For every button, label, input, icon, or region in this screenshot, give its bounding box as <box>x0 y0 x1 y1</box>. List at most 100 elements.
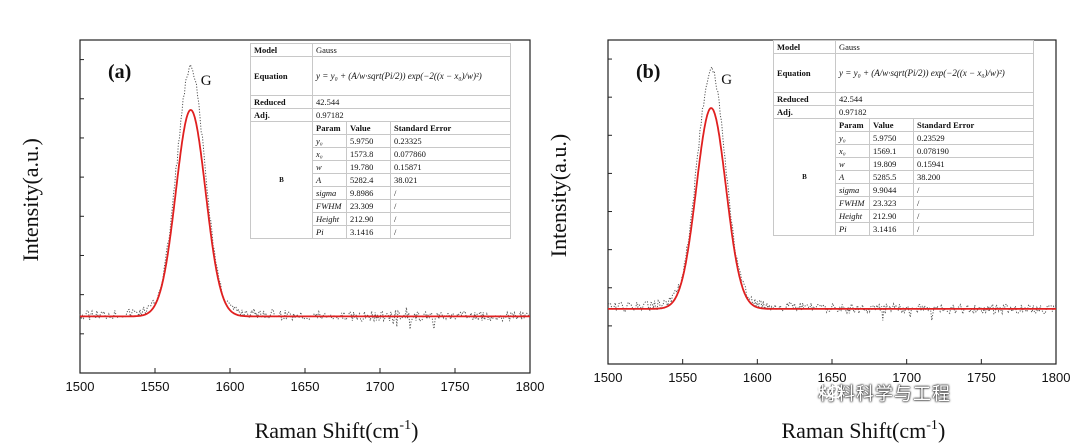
value-header: Value <box>869 118 914 132</box>
x-tick-label: 1800 <box>516 379 545 394</box>
gauss-fit-curve <box>608 107 1056 310</box>
x-tick-label: 1600 <box>216 379 245 394</box>
param-name: y₀ <box>312 134 347 148</box>
param-value: 19.780 <box>346 160 391 174</box>
b-label: B <box>773 118 836 236</box>
param-name: sigma <box>835 183 870 197</box>
param-row: x₀ 1573.8 0.077860 <box>251 147 511 161</box>
param-row: FWHM 23.309/ <box>251 199 511 213</box>
equation-text: y = y₀ + (A/w·sqrt(Pi/2)) exp(−2((x − x₀… <box>835 53 1034 93</box>
param-name: Height <box>312 212 347 226</box>
x-tick-label: 1700 <box>892 370 921 385</box>
watermark-text: 材料科学与工程 <box>818 384 951 405</box>
watermark: 材料科学与工程 <box>818 380 951 406</box>
param-error: 38.021 <box>390 173 511 187</box>
param-value: 3.1416 <box>869 222 914 236</box>
param-name: A <box>835 170 870 184</box>
param-header: Param <box>312 121 347 135</box>
param-header-row: B Param Value Standard Error <box>773 118 1034 236</box>
wechat-icon <box>818 381 843 399</box>
param-error: / <box>913 209 1034 223</box>
param-row: sigma 9.8986/ <box>251 186 511 200</box>
param-row: FWHM 23.323/ <box>774 196 1034 210</box>
param-value: 212.90 <box>346 212 391 226</box>
equation-text: y = y₀ + (A/w·sqrt(Pi/2)) exp(−2((x − x₀… <box>312 56 511 96</box>
param-row: x₀ 1569.1 0.078190 <box>774 144 1034 158</box>
reduced-label: Reduced <box>250 95 313 109</box>
reduced-row: Reduced 42.544 <box>250 95 511 109</box>
model-label: Model <box>773 40 836 54</box>
param-error: / <box>913 196 1034 210</box>
model-value: Gauss <box>312 43 511 57</box>
param-value: 5.9750 <box>869 131 914 145</box>
param-row: Height 212.90/ <box>251 212 511 226</box>
param-error: / <box>390 225 511 239</box>
param-error: / <box>390 186 511 200</box>
param-error: 0.15871 <box>390 160 511 174</box>
adj-label: Adj. <box>773 105 836 119</box>
x-tick-label: 1550 <box>668 370 697 385</box>
param-name: w <box>835 157 870 171</box>
x-tick-label: 1550 <box>141 379 170 394</box>
param-row: sigma 9.9044/ <box>774 183 1034 197</box>
fit-result-table: Model Gauss Equation y = y₀ + (A/w·sqrt(Pi/… <box>773 40 1034 236</box>
param-value: 5282.4 <box>346 173 391 187</box>
param-name: x₀ <box>312 147 347 161</box>
peak-label: G <box>201 73 212 89</box>
x-tick-label: 1800 <box>1042 370 1071 385</box>
equation-label: Equation <box>250 56 313 96</box>
y-axis-label: Intensity(a.u.) <box>546 134 571 257</box>
model-row: Model Gauss <box>773 40 1034 54</box>
error-header: Standard Error <box>390 121 511 135</box>
param-name: FWHM <box>312 199 347 213</box>
param-value: 19.809 <box>869 157 914 171</box>
chart-panel-b: 1500 1550 1600 1650 1700 1750 1800 Raman Shift(… <box>540 0 1080 445</box>
param-error: 0.23325 <box>390 134 511 148</box>
x-tick-label: 1750 <box>967 370 996 385</box>
model-label: Model <box>250 43 313 57</box>
param-name: FWHM <box>835 196 870 210</box>
param-header: Param <box>835 118 870 132</box>
panel-label: (b) <box>636 61 660 83</box>
y-axis-label: Intensity(a.u.) <box>18 138 43 261</box>
x-tick-label: 1700 <box>366 379 395 394</box>
adj-value: 0.97182 <box>835 105 1034 119</box>
error-header: Standard Error <box>913 118 1034 132</box>
param-error: / <box>390 199 511 213</box>
param-value: 1573.8 <box>346 147 391 161</box>
param-value: 23.323 <box>869 196 914 210</box>
param-name: A <box>312 173 347 187</box>
param-value: 23.309 <box>346 199 391 213</box>
model-value: Gauss <box>835 40 1034 54</box>
param-error: 0.078190 <box>913 144 1034 158</box>
param-row: w 19.809 0.15941 <box>774 157 1034 171</box>
x-tick-label: 1500 <box>594 370 623 385</box>
param-name: Pi <box>835 222 870 236</box>
x-axis-label: Raman Shift(cm-1) <box>255 418 419 443</box>
param-error: 0.15941 <box>913 157 1034 171</box>
param-value: 212.90 <box>869 209 914 223</box>
model-row: Model Gauss <box>250 43 511 57</box>
param-error: / <box>913 183 1034 197</box>
adj-row: Adj. 0.97182 <box>773 105 1034 119</box>
fit-result-table: Model Gauss Equation y = y₀ + (A/w·sqrt(Pi/… <box>250 43 511 239</box>
peak-label: G <box>721 72 732 88</box>
chart-panel-a: 1500 1550 1600 1650 1700 1750 1800 Raman Shift(… <box>18 39 544 443</box>
param-error: / <box>390 212 511 226</box>
param-value: 9.8986 <box>346 186 391 200</box>
param-error: 38.200 <box>913 170 1034 184</box>
param-row: A 5285.5 38.200 <box>774 170 1034 184</box>
param-error: 0.077860 <box>390 147 511 161</box>
reduced-label: Reduced <box>773 92 836 106</box>
param-row: Pi 3.1416/ <box>774 222 1034 236</box>
param-name: sigma <box>312 186 347 200</box>
reduced-value: 42.544 <box>312 95 511 109</box>
equation-row: Equation y = y₀ + (A/w·sqrt(Pi/2)) exp(−2… <box>773 53 1034 93</box>
param-header-row: B Param Value Standard Error <box>250 121 511 239</box>
x-tick-label: 1650 <box>818 370 847 385</box>
param-row: w 19.780 0.15871 <box>251 160 511 174</box>
param-name: Pi <box>312 225 347 239</box>
x-tick-label: 1500 <box>66 379 95 394</box>
panel-label: (a) <box>108 61 131 83</box>
param-value: 9.9044 <box>869 183 914 197</box>
